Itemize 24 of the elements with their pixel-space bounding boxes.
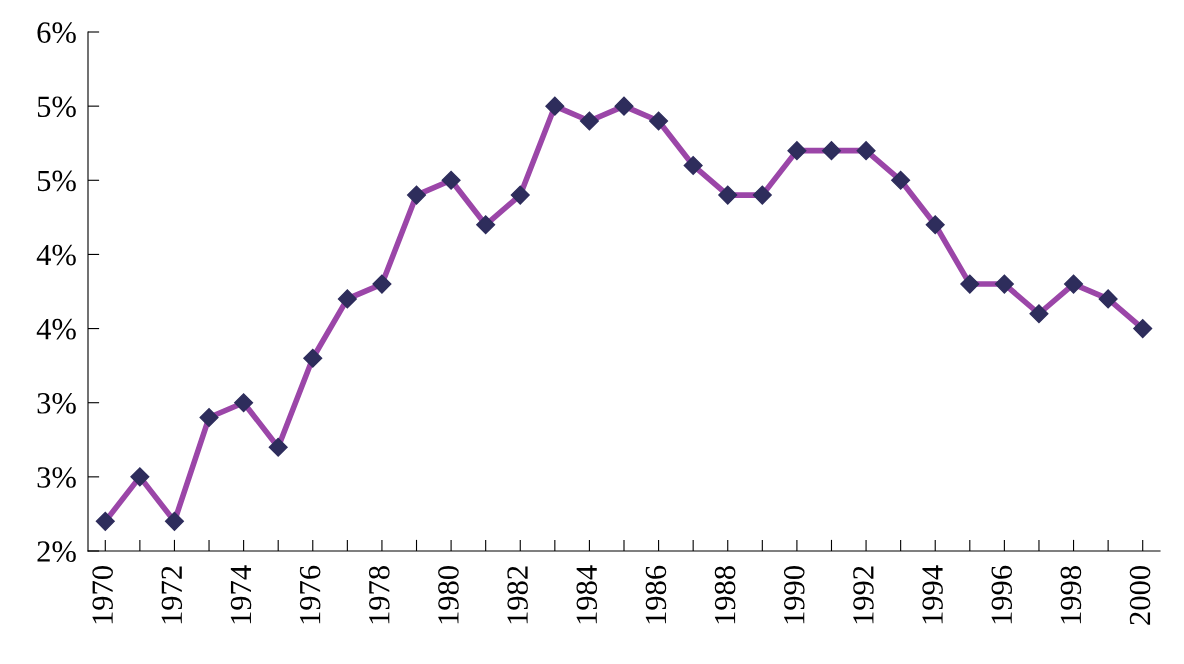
y-tick-label: 5% <box>37 96 76 118</box>
x-tick-label: 1984 <box>576 565 598 624</box>
x-tick-label: 1986 <box>645 565 667 624</box>
x-tick-label: 1982 <box>507 566 528 624</box>
x-tick-label: 2000 <box>1129 566 1151 625</box>
x-tick-label: 1976 <box>299 565 321 624</box>
y-tick-label: 4% <box>36 244 76 266</box>
y-tick-label: 3% <box>37 467 76 488</box>
x-tick-label: 1974 <box>230 565 252 624</box>
y-tick-label: 3% <box>37 393 76 414</box>
x-tick-label: 1998 <box>1060 566 1082 624</box>
x-tick-label: 1980 <box>438 566 459 624</box>
x-tick-label: 1992 <box>853 566 874 624</box>
x-tick-label: 1996 <box>991 565 1013 624</box>
y-tick-label: 2% <box>37 541 76 562</box>
x-tick-label: 1990 <box>783 566 805 624</box>
y-tick-label: 5% <box>37 170 76 192</box>
x-tick-label: 1978 <box>368 566 390 624</box>
y-tick-label: 6% <box>37 22 76 43</box>
x-tick-label: 1970 <box>92 566 113 624</box>
x-tick-label: 1972 <box>161 566 183 624</box>
y-tick-label: 4% <box>36 318 76 340</box>
x-tick-label: 1988 <box>714 566 736 624</box>
x-tick-label: 1994 <box>922 565 943 624</box>
